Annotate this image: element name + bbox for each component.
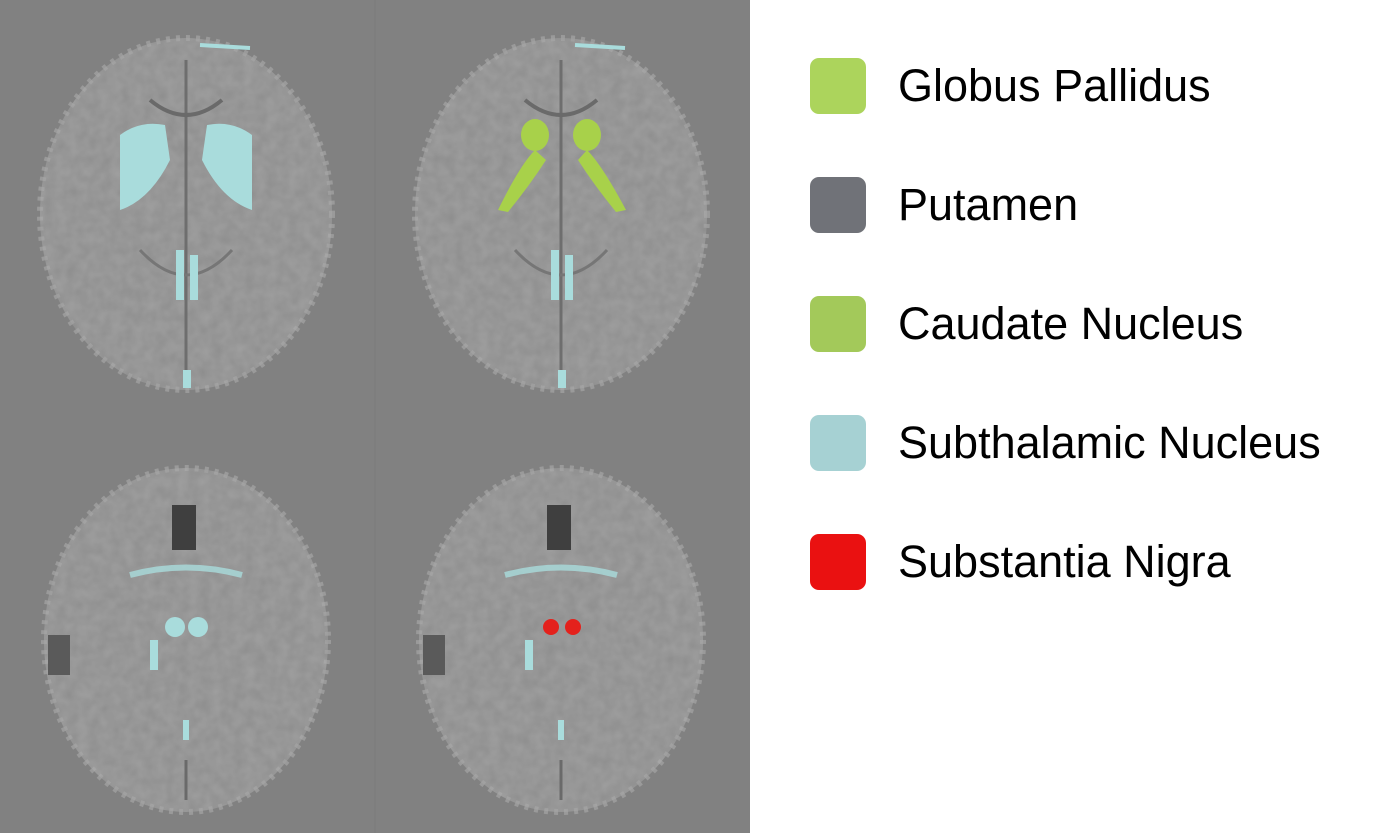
legend-label: Subthalamic Nucleus <box>898 417 1321 468</box>
legend-label: Caudate Nucleus <box>898 298 1244 349</box>
basal-ganglia-left-highlight <box>120 123 170 210</box>
legend-swatch <box>810 177 866 233</box>
mri-slice-top-left <box>37 35 335 393</box>
substantia-nigra-right-highlight <box>565 619 581 635</box>
mri-slice-bottom-left <box>41 465 331 815</box>
legend-swatch <box>810 58 866 114</box>
mri-figure <box>0 0 750 833</box>
legend-item-putamen: Putamen <box>810 177 1390 233</box>
subthalamic-right-highlight <box>188 617 208 637</box>
legend-item-subthalamic-nucleus: Subthalamic Nucleus <box>810 415 1390 471</box>
substantia-nigra-left-highlight <box>543 619 559 635</box>
legend-swatch <box>810 534 866 590</box>
mri-slices-image <box>37 35 710 815</box>
globus-pallidus-left-highlight <box>521 119 549 151</box>
legend-label: Putamen <box>898 179 1079 230</box>
subthalamic-left-highlight <box>165 617 185 637</box>
legend-swatch <box>810 296 866 352</box>
mri-slice-top-right <box>412 35 710 393</box>
legend-item-globus-pallidus: Globus Pallidus <box>810 58 1390 114</box>
legend-label: Substantia Nigra <box>898 536 1231 587</box>
legend-item-substantia-nigra: Substantia Nigra <box>810 534 1390 590</box>
legend: Globus Pallidus Putamen Caudate Nucleus … <box>810 58 1390 653</box>
legend-label: Globus Pallidus <box>898 60 1211 111</box>
legend-swatch <box>810 415 866 471</box>
basal-ganglia-right-highlight <box>202 123 252 210</box>
mri-slice-bottom-right <box>416 465 706 815</box>
globus-pallidus-right-highlight <box>573 119 601 151</box>
legend-item-caudate-nucleus: Caudate Nucleus <box>810 296 1390 352</box>
